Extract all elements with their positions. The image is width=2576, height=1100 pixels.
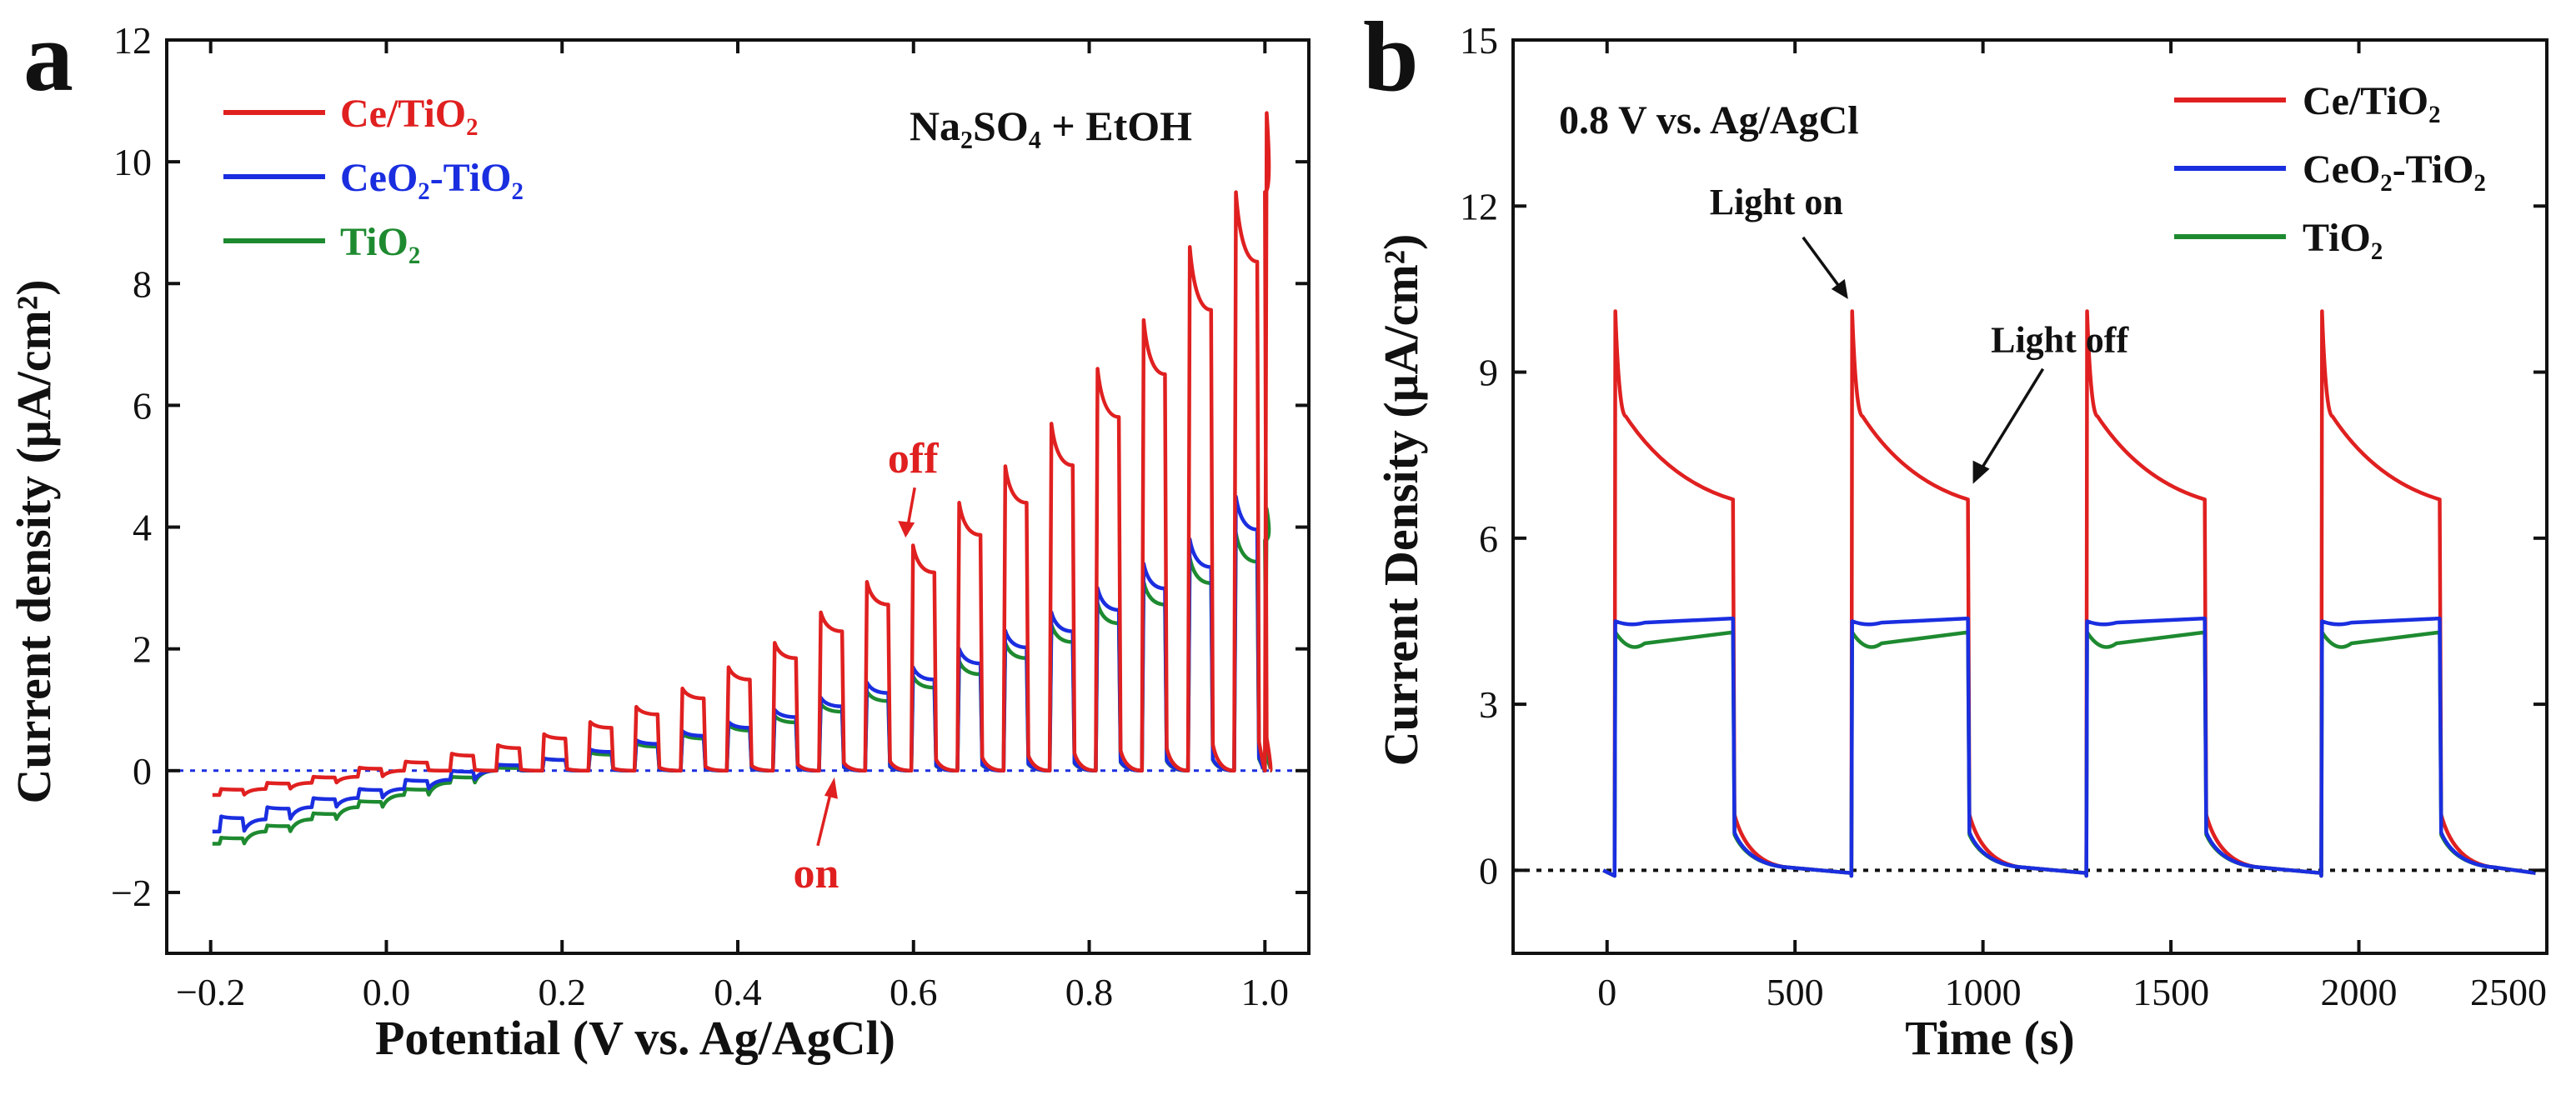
legend-b-label-ce-tio2: Ce/TiO₂ bbox=[2303, 79, 2441, 123]
panel-b-frame bbox=[1511, 38, 2548, 955]
annotation-on: on bbox=[793, 850, 839, 898]
annotation-off-arrowhead bbox=[898, 521, 915, 538]
panel-a-ytick-label: 6 bbox=[133, 384, 152, 427]
panel-b-ylabel: Current Density (μA/cm²) bbox=[1374, 234, 1428, 767]
panel-b-bias-annotation: 0.8 V vs. Ag/AgCl bbox=[1559, 98, 1859, 142]
panel-b-ytick-label: 3 bbox=[1479, 683, 1498, 726]
panel-a-xtick-label: 0.2 bbox=[538, 971, 586, 1013]
panel-a-plot-area bbox=[167, 111, 1309, 846]
panel-b-plot-area bbox=[1513, 309, 2547, 878]
annotation-off: off bbox=[888, 435, 939, 482]
panel-a-xlabel: Potential (V vs. Ag/AgCl) bbox=[375, 1011, 895, 1065]
series-a-tio bbox=[212, 507, 1273, 846]
panel-a-xtick-label: 1.0 bbox=[1241, 971, 1290, 1013]
panel-b-ytick-label: 12 bbox=[1460, 185, 1498, 228]
panel-a-ytick-label: 0 bbox=[133, 750, 152, 792]
panel-a-ylabel: Current density (μA/cm²) bbox=[7, 279, 61, 803]
panel-a-electrolyte-annotation: Na₂SO₄ + EtOH bbox=[910, 102, 1192, 149]
panel-a-ytick-label: 2 bbox=[133, 628, 152, 671]
series-b-ceo-tio bbox=[1602, 616, 2536, 878]
legend-b-label-ceo2-tio2: CeO₂-TiO₂ bbox=[2303, 148, 2486, 192]
panel-a-ytick-label: 10 bbox=[113, 141, 152, 183]
panel-a-ticks: −0.2 0.0 0.2 0.4 0.6 0.8 1.0 −2 0 2 4 6 8 10 12 bbox=[111, 19, 1309, 1013]
panel-b-xtick-label: 2500 bbox=[2470, 971, 2547, 1013]
legend-a-label-ce-tio2: Ce/TiO₂ bbox=[340, 92, 479, 136]
series-a-ceo-tio bbox=[212, 494, 1265, 834]
panel-b-legend: Ce/TiO₂ CeO₂-TiO₂ TiO₂ bbox=[2174, 79, 2486, 260]
panel-b-label: b bbox=[1363, 1, 1419, 112]
legend-b-label-tio2: TiO₂ bbox=[2303, 216, 2383, 260]
panel-b: b Current Density (μA/cm²) Time (s) 0 500… bbox=[1363, 1, 2548, 1065]
panel-b-ytick-label: 0 bbox=[1479, 849, 1498, 892]
panel-a-xtick-label: 0.8 bbox=[1065, 971, 1114, 1013]
panel-b-ytick-label: 6 bbox=[1479, 518, 1498, 560]
panel-a-label: a bbox=[23, 1, 73, 112]
annotation-light-off-arrow bbox=[1975, 368, 2045, 478]
panel-b-xtick-label: 1500 bbox=[2132, 971, 2209, 1013]
panel-b-ytick-label: 9 bbox=[1479, 352, 1498, 394]
annotation-light-on: Light on bbox=[1710, 182, 1843, 222]
panel-a-legend: Ce/TiO₂ CeO₂-TiO₂ TiO₂ bbox=[223, 92, 524, 264]
panel-b-xtick-label: 0 bbox=[1597, 971, 1616, 1013]
panel-b-xtick-label: 2000 bbox=[2321, 971, 2398, 1013]
panel-a-xtick-label: 0.6 bbox=[890, 971, 938, 1013]
panel-b-xlabel: Time (s) bbox=[1905, 1011, 2075, 1065]
panel-a: a Current density (μA/cm²) Potential (V … bbox=[7, 1, 1311, 1065]
panel-b-ytick-label: 15 bbox=[1460, 19, 1498, 62]
panel-b-xtick-label: 1000 bbox=[1945, 971, 2022, 1013]
panel-a-xtick-label: −0.2 bbox=[176, 971, 245, 1013]
panel-a-ytick-label: 8 bbox=[133, 262, 152, 305]
series-a-ce-tio bbox=[212, 111, 1273, 798]
legend-a-label-tio2: TiO₂ bbox=[340, 220, 420, 264]
panel-b-xtick-label: 500 bbox=[1767, 971, 1824, 1013]
panel-a-ytick-label: −2 bbox=[111, 872, 152, 914]
annotation-light-on-arrowhead bbox=[1831, 278, 1848, 299]
panel-b-annotations: Light on Light off bbox=[1710, 182, 2129, 484]
annotation-light-off-arrowhead bbox=[1972, 460, 1990, 484]
series-b-ce-tio bbox=[1602, 309, 2536, 878]
panel-a-xtick-label: 0.4 bbox=[714, 971, 762, 1013]
panel-a-xtick-label: 0.0 bbox=[363, 971, 411, 1013]
panel-b-ticks: 0 500 1000 1500 2000 2500 0 3 6 9 12 15 bbox=[1460, 19, 2548, 1013]
legend-a-label-ceo2-tio2: CeO₂-TiO₂ bbox=[340, 156, 524, 200]
annotation-light-off: Light off bbox=[1991, 320, 2129, 361]
panel-a-annotations: off on bbox=[793, 435, 939, 898]
annotation-on-arrowhead bbox=[824, 777, 838, 799]
panel-a-ytick-label: 12 bbox=[113, 19, 152, 62]
panel-a-ytick-label: 4 bbox=[133, 507, 152, 549]
